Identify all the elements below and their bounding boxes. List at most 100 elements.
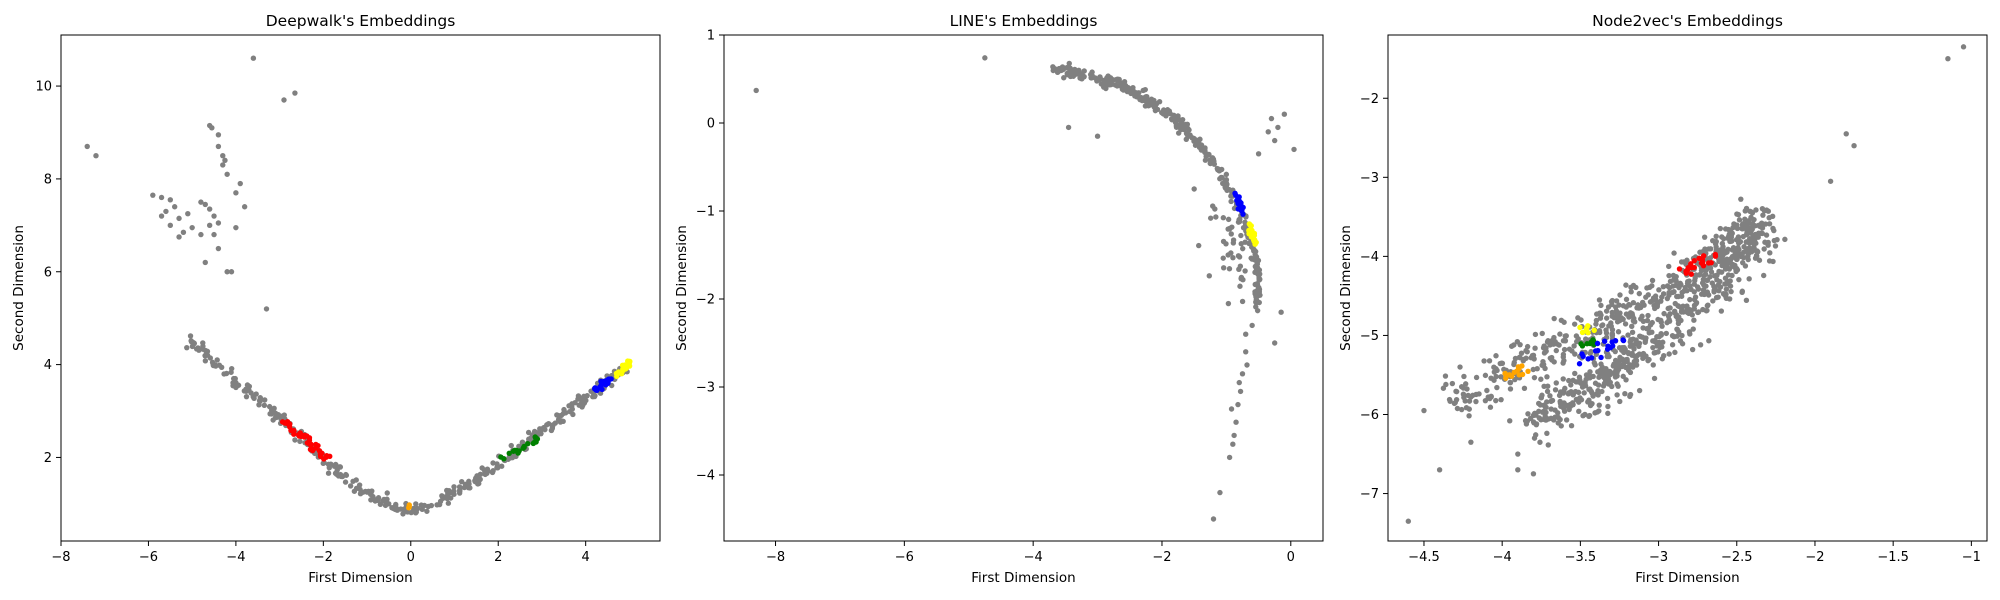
- node2vec-point-gray: [1468, 439, 1474, 445]
- deepwalk-point-green: [520, 445, 526, 451]
- node2vec-point-gray-upper: [1751, 216, 1757, 223]
- deepwalk-point-gray: [357, 491, 364, 497]
- node2vec-point-gray-main: [1739, 288, 1746, 294]
- line-point-gray: [1065, 124, 1072, 131]
- node2vec-point-gray-main: [1547, 393, 1553, 399]
- deepwalk-point-gray: [202, 352, 208, 359]
- node2vec-point-gray-main: [1767, 250, 1773, 256]
- node2vec-point-gray-main: [1665, 313, 1672, 319]
- line-point-gray-spread: [1220, 265, 1227, 271]
- deepwalk-point-gray: [410, 505, 417, 512]
- deepwalk-point-gray: [481, 470, 488, 477]
- node2vec-point-gray-main: [1532, 432, 1539, 438]
- node2vec-point-gray-main: [1629, 329, 1636, 336]
- deepwalk-point-gray: [490, 460, 496, 466]
- line-point-gray: [1088, 75, 1095, 81]
- node2vec-point-gray-upper: [1573, 333, 1580, 339]
- line-point-gray: [1216, 167, 1223, 174]
- node2vec-point-gray-main: [1646, 356, 1652, 363]
- node2vec-point-gray-upper: [1507, 379, 1514, 386]
- node2vec-point-gray-upper: [1596, 297, 1603, 303]
- node2vec-point-gray-upper: [1560, 338, 1567, 344]
- node2vec-point-gray-upper: [1678, 293, 1685, 299]
- line-point-gray-spread: [1225, 216, 1232, 223]
- node2vec-point-gray-upper: [1719, 240, 1726, 247]
- deepwalk-point-red: [279, 419, 286, 425]
- deepwalk-point-gray: [198, 231, 204, 238]
- node2vec-point-gray-main: [1691, 302, 1698, 309]
- node2vec-point-gray-main: [1591, 360, 1598, 366]
- line-point-gray: [1178, 126, 1184, 133]
- node2vec-point-blue: [1605, 343, 1611, 349]
- node2vec-point-gray-upper: [1654, 299, 1660, 305]
- node2vec-point-gray-upper: [1551, 359, 1557, 365]
- node2vec-point-gray-upper: [1632, 319, 1638, 325]
- node2vec-point-gray-upper: [1687, 283, 1693, 289]
- node2vec-point-gray-upper: [1750, 221, 1756, 227]
- node2vec-point-gray-upper: [1531, 356, 1537, 362]
- node2vec-point-orange: [1511, 369, 1517, 376]
- node2vec-point-gray-upper: [1507, 386, 1514, 392]
- line-point-gray: [1226, 186, 1232, 193]
- line-point-gray: [1254, 307, 1261, 314]
- node2vec-point-gray-main: [1694, 284, 1701, 290]
- line-point-gray: [1217, 489, 1223, 496]
- deepwalk-x-tick-label: −4: [226, 550, 245, 565]
- deepwalk-point-gray: [558, 412, 565, 419]
- node2vec-point-gray-upper: [1571, 321, 1578, 327]
- deepwalk-point-gray: [223, 370, 230, 377]
- node2vec-point-gray-main: [1544, 388, 1551, 395]
- node2vec-point-gray-main: [1596, 402, 1602, 408]
- deepwalk-point-gray: [261, 402, 268, 409]
- line-point-gray: [1066, 60, 1072, 67]
- node2vec-point-gray-main: [1637, 333, 1643, 339]
- node2vec-x-tick-label: −1.5: [1877, 550, 1909, 565]
- node2vec-point-gray-upper: [1547, 355, 1554, 361]
- node2vec-point-gray-upper: [1633, 284, 1639, 291]
- line-x-tick-label: 0: [1287, 550, 1295, 565]
- node2vec-point-gray-main: [1633, 337, 1639, 343]
- node2vec-point-gray-main: [1587, 350, 1593, 357]
- line-x-tick-label: −6: [895, 550, 914, 565]
- node2vec-point-gray-main: [1615, 383, 1621, 389]
- deepwalk-point-gray: [477, 476, 483, 483]
- deepwalk-point-red: [291, 427, 297, 434]
- deepwalk-point-gray: [150, 192, 156, 198]
- deepwalk-point-orange: [406, 502, 412, 508]
- line-point-gray: [1203, 153, 1209, 160]
- line-point-gray: [1233, 419, 1239, 425]
- line-point-gray: [1278, 309, 1284, 315]
- node2vec-point-gray-upper: [1759, 230, 1766, 237]
- deepwalk-point-gray: [292, 90, 298, 96]
- node2vec-point-gray: [1421, 407, 1427, 414]
- node2vec-point-gray-main: [1661, 310, 1667, 317]
- deepwalk-point-gray: [184, 344, 190, 351]
- node2vec-point-gray-upper: [1560, 351, 1567, 358]
- deepwalk-point-yellow: [615, 370, 622, 376]
- node2vec-point-gray-upper: [1746, 218, 1752, 224]
- node2vec-point-gray-upper: [1623, 282, 1629, 288]
- node2vec-point-gray-upper: [1552, 338, 1558, 345]
- node2vec-point-gray-main: [1703, 283, 1709, 289]
- node2vec-point-gray: [1515, 467, 1521, 473]
- node2vec-point-gray-upper: [1712, 241, 1719, 247]
- line-point-gray: [1105, 75, 1111, 82]
- node2vec-point-gray-main: [1561, 408, 1568, 414]
- node2vec-point-gray-main: [1552, 387, 1559, 393]
- node2vec-point-red: [1700, 253, 1707, 259]
- line-point-gray: [1185, 125, 1191, 132]
- line-point-gray: [1109, 81, 1115, 87]
- deepwalk-point-gray: [211, 213, 217, 219]
- line-point-gray: [1230, 441, 1236, 447]
- node2vec-point-gray-upper: [1623, 296, 1630, 303]
- node2vec-point-gray-upper: [1759, 220, 1765, 227]
- node2vec-point-gray-upper: [1733, 268, 1739, 275]
- node2vec-point-gray-upper: [1735, 240, 1742, 246]
- node2vec-point-gray-main: [1536, 415, 1543, 421]
- node2vec-point-gray-main: [1560, 376, 1566, 382]
- node2vec-point-yellow: [1579, 329, 1586, 336]
- deepwalk-point-gray: [220, 153, 226, 159]
- line-point-gray: [1094, 133, 1101, 139]
- node2vec-point-gray-main: [1726, 266, 1733, 272]
